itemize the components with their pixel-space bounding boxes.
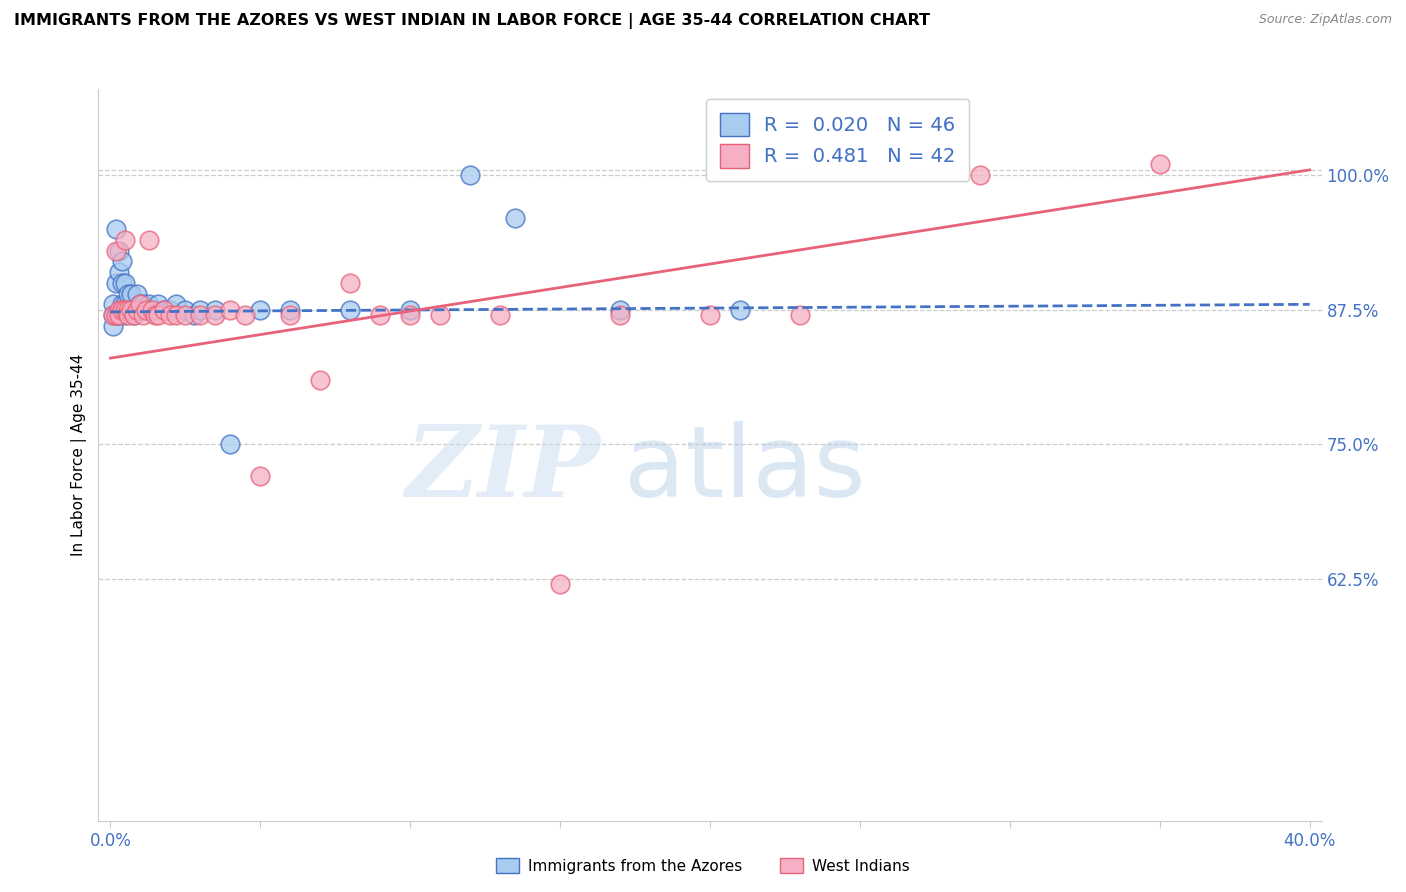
Point bbox=[249, 469, 271, 483]
Point bbox=[111, 297, 134, 311]
Point bbox=[120, 302, 142, 317]
Point bbox=[339, 276, 361, 290]
Point bbox=[1149, 157, 1171, 171]
Point bbox=[165, 308, 187, 322]
Point bbox=[111, 276, 134, 290]
Point bbox=[159, 308, 181, 322]
Point bbox=[129, 297, 152, 311]
Point bbox=[188, 308, 211, 322]
Point bbox=[204, 308, 226, 322]
Point bbox=[233, 308, 256, 322]
Point bbox=[103, 318, 125, 333]
Point bbox=[124, 308, 146, 322]
Point bbox=[124, 308, 146, 322]
Point bbox=[148, 297, 170, 311]
Point bbox=[399, 308, 422, 322]
Point bbox=[141, 302, 163, 317]
Point bbox=[219, 302, 242, 317]
Point bbox=[132, 297, 155, 311]
Point bbox=[135, 302, 157, 317]
Point bbox=[489, 308, 512, 322]
Point bbox=[117, 308, 139, 322]
Point bbox=[103, 308, 125, 322]
Point bbox=[458, 168, 481, 182]
Point bbox=[138, 297, 160, 311]
Point bbox=[429, 308, 451, 322]
Point bbox=[117, 302, 139, 317]
Point bbox=[728, 302, 751, 317]
Point bbox=[114, 308, 136, 322]
Point bbox=[249, 302, 271, 317]
Point bbox=[159, 302, 181, 317]
Point bbox=[548, 577, 571, 591]
Point bbox=[108, 308, 131, 322]
Point bbox=[117, 302, 139, 317]
Point bbox=[148, 308, 170, 322]
Point bbox=[114, 297, 136, 311]
Point bbox=[132, 308, 155, 322]
Point bbox=[105, 308, 128, 322]
Point bbox=[103, 308, 125, 322]
Point bbox=[111, 302, 134, 317]
Point bbox=[127, 302, 149, 317]
Point bbox=[609, 308, 631, 322]
Point bbox=[339, 302, 361, 317]
Point bbox=[188, 302, 211, 317]
Point bbox=[174, 302, 197, 317]
Point bbox=[127, 286, 149, 301]
Point bbox=[129, 297, 152, 311]
Point bbox=[105, 244, 128, 258]
Point bbox=[309, 373, 332, 387]
Point bbox=[699, 308, 721, 322]
Point bbox=[117, 286, 139, 301]
Point bbox=[138, 233, 160, 247]
Y-axis label: In Labor Force | Age 35-44: In Labor Force | Age 35-44 bbox=[72, 354, 87, 556]
Text: ZIP: ZIP bbox=[405, 421, 600, 517]
Point bbox=[127, 302, 149, 317]
Point bbox=[368, 308, 391, 322]
Point bbox=[165, 297, 187, 311]
Point bbox=[105, 222, 128, 236]
Point bbox=[153, 302, 176, 317]
Point bbox=[969, 168, 991, 182]
Text: Source: ZipAtlas.com: Source: ZipAtlas.com bbox=[1258, 13, 1392, 27]
Point bbox=[114, 302, 136, 317]
Point bbox=[111, 254, 134, 268]
Point bbox=[108, 244, 131, 258]
Text: atlas: atlas bbox=[624, 421, 866, 518]
Point bbox=[278, 308, 301, 322]
Point bbox=[219, 437, 242, 451]
Point bbox=[120, 302, 142, 317]
Text: IMMIGRANTS FROM THE AZORES VS WEST INDIAN IN LABOR FORCE | AGE 35-44 CORRELATION: IMMIGRANTS FROM THE AZORES VS WEST INDIA… bbox=[14, 13, 929, 29]
Point bbox=[129, 302, 152, 317]
Point bbox=[145, 308, 167, 322]
Point bbox=[108, 265, 131, 279]
Point bbox=[108, 308, 131, 322]
Point bbox=[114, 233, 136, 247]
Point bbox=[105, 276, 128, 290]
Point bbox=[114, 276, 136, 290]
Point bbox=[789, 308, 811, 322]
Point bbox=[135, 302, 157, 317]
Point bbox=[399, 302, 422, 317]
Point bbox=[153, 302, 176, 317]
Point bbox=[278, 302, 301, 317]
Point bbox=[609, 302, 631, 317]
Point bbox=[204, 302, 226, 317]
Point bbox=[108, 302, 131, 317]
Legend: Immigrants from the Azores, West Indians: Immigrants from the Azores, West Indians bbox=[489, 852, 917, 880]
Point bbox=[183, 308, 205, 322]
Legend: R =  0.020   N = 46, R =  0.481   N = 42: R = 0.020 N = 46, R = 0.481 N = 42 bbox=[706, 99, 969, 181]
Point bbox=[103, 297, 125, 311]
Point bbox=[174, 308, 197, 322]
Point bbox=[120, 286, 142, 301]
Point bbox=[105, 308, 128, 322]
Point bbox=[124, 302, 146, 317]
Point bbox=[503, 211, 526, 226]
Point bbox=[141, 302, 163, 317]
